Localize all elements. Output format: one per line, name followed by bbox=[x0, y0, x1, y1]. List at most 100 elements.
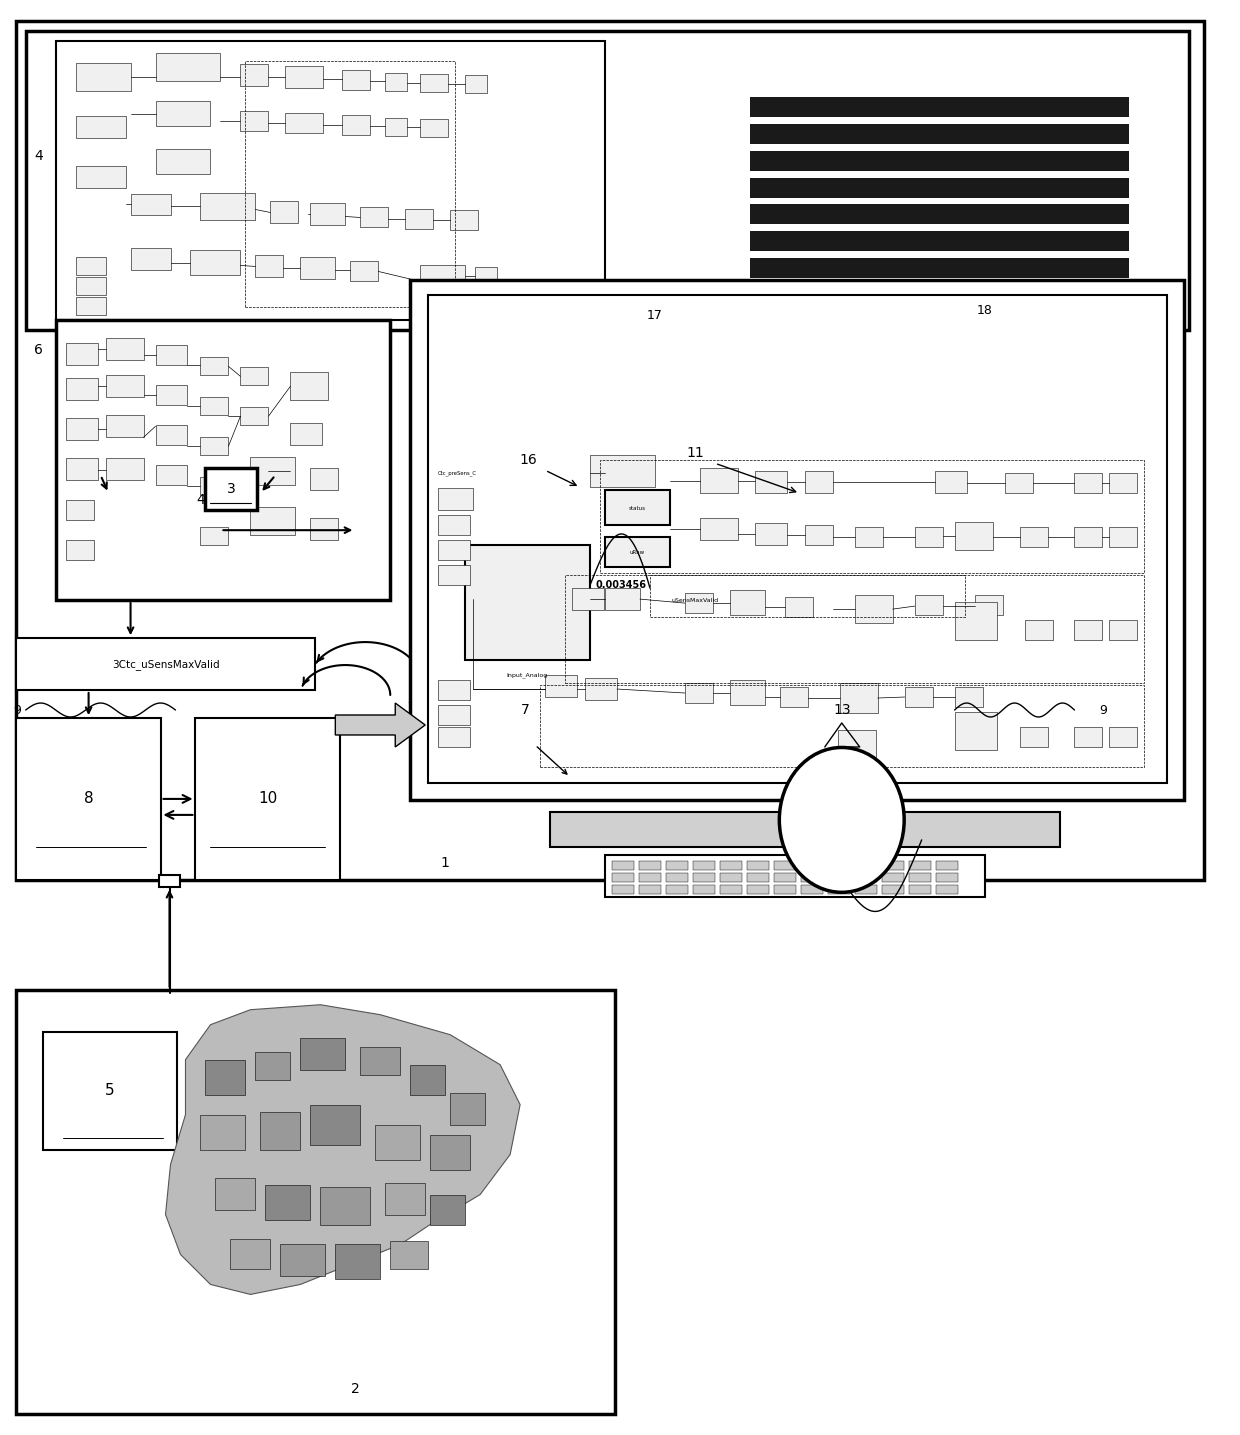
Bar bbox=[376, 1125, 420, 1159]
Bar bbox=[155, 465, 187, 485]
Bar bbox=[666, 872, 688, 883]
Bar bbox=[430, 1194, 465, 1224]
Text: 6: 6 bbox=[35, 343, 43, 357]
Bar bbox=[201, 527, 228, 545]
Bar bbox=[605, 537, 670, 567]
Bar bbox=[191, 251, 241, 276]
Bar bbox=[76, 257, 105, 276]
Bar bbox=[693, 885, 715, 894]
Bar bbox=[1075, 620, 1102, 640]
Bar bbox=[936, 872, 957, 883]
Bar bbox=[76, 297, 105, 316]
Bar bbox=[386, 118, 407, 135]
Bar bbox=[750, 205, 1130, 224]
Bar bbox=[410, 1065, 445, 1095]
Bar bbox=[66, 458, 98, 481]
Text: 4: 4 bbox=[196, 494, 205, 507]
Bar bbox=[241, 110, 268, 131]
Text: 4: 4 bbox=[35, 149, 43, 162]
Bar bbox=[335, 1244, 381, 1280]
Bar bbox=[801, 861, 823, 870]
Bar bbox=[1110, 620, 1137, 640]
Text: 9: 9 bbox=[1100, 703, 1107, 716]
Bar bbox=[241, 408, 268, 425]
Bar bbox=[730, 680, 765, 705]
Bar bbox=[76, 116, 125, 138]
Bar bbox=[750, 258, 1130, 278]
Bar bbox=[155, 149, 211, 174]
Bar bbox=[854, 527, 883, 547]
Bar bbox=[955, 603, 997, 640]
Bar bbox=[605, 588, 640, 610]
Bar bbox=[206, 468, 258, 511]
Bar bbox=[155, 346, 187, 366]
Bar bbox=[300, 257, 335, 280]
Bar bbox=[639, 861, 661, 870]
Bar bbox=[290, 423, 322, 445]
Bar bbox=[56, 40, 605, 320]
Bar bbox=[159, 875, 181, 887]
Bar bbox=[1110, 728, 1137, 748]
Bar bbox=[255, 1052, 290, 1079]
Bar bbox=[66, 501, 93, 521]
Text: uRaw: uRaw bbox=[630, 550, 645, 555]
Text: 16: 16 bbox=[520, 453, 537, 468]
Bar bbox=[475, 267, 497, 286]
Text: 0.003456: 0.003456 bbox=[595, 580, 646, 590]
Bar bbox=[585, 679, 618, 700]
Text: Ctc_preSens_C: Ctc_preSens_C bbox=[438, 471, 477, 476]
Bar bbox=[320, 1187, 371, 1224]
Bar bbox=[936, 885, 957, 894]
Bar bbox=[428, 296, 1167, 784]
Bar bbox=[720, 885, 742, 894]
Text: uSensMaxValid: uSensMaxValid bbox=[672, 597, 719, 603]
Bar bbox=[1075, 728, 1102, 748]
Bar bbox=[130, 194, 171, 215]
Bar bbox=[391, 1241, 428, 1270]
Polygon shape bbox=[335, 703, 425, 748]
Bar bbox=[241, 367, 268, 386]
Bar bbox=[936, 861, 957, 870]
Bar bbox=[828, 861, 849, 870]
Bar bbox=[16, 639, 315, 690]
Bar bbox=[201, 438, 228, 455]
Bar bbox=[605, 855, 985, 897]
Bar bbox=[16, 718, 160, 880]
Bar bbox=[26, 30, 1189, 330]
Bar bbox=[76, 165, 125, 188]
Text: 3Ctc_uSensMaxValid: 3Ctc_uSensMaxValid bbox=[112, 659, 219, 670]
Bar bbox=[774, 861, 796, 870]
Text: 1: 1 bbox=[440, 855, 450, 870]
Bar bbox=[155, 386, 187, 405]
Bar bbox=[155, 425, 187, 445]
Bar bbox=[450, 211, 479, 231]
Text: 3: 3 bbox=[227, 482, 236, 497]
Bar bbox=[56, 320, 391, 600]
Text: 8: 8 bbox=[84, 792, 93, 806]
Bar bbox=[42, 1032, 177, 1149]
Bar bbox=[250, 458, 295, 485]
Bar bbox=[613, 872, 634, 883]
Bar bbox=[201, 1115, 246, 1149]
Bar bbox=[438, 705, 470, 725]
Bar bbox=[361, 1046, 401, 1075]
Bar bbox=[16, 20, 1204, 880]
Bar bbox=[206, 1059, 246, 1095]
Bar bbox=[76, 277, 105, 296]
Bar bbox=[882, 885, 904, 894]
Bar bbox=[201, 192, 255, 221]
Bar bbox=[666, 885, 688, 894]
Bar bbox=[730, 590, 765, 616]
Bar bbox=[105, 415, 144, 438]
Bar bbox=[105, 458, 144, 481]
Bar bbox=[780, 687, 807, 707]
Bar bbox=[405, 210, 433, 230]
Bar bbox=[909, 872, 931, 883]
Bar bbox=[66, 343, 98, 366]
Bar bbox=[265, 1184, 310, 1220]
Bar bbox=[699, 468, 738, 494]
Bar bbox=[1110, 527, 1137, 547]
Bar bbox=[613, 885, 634, 894]
Bar bbox=[420, 265, 465, 300]
Bar bbox=[66, 418, 98, 441]
